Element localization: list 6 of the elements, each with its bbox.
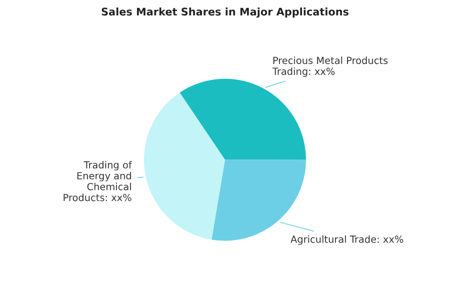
pie-slice — [180, 78, 306, 160]
slice-label: Precious Metal Products Trading: xx% — [272, 56, 388, 77]
slice-label: Trading of Energy and Chemical Products: xx% — [64, 161, 132, 202]
chart-title: Sales Market Shares in Major Applications — [102, 8, 348, 18]
pie-slice — [144, 92, 225, 240]
slice-label: Agricultural Trade: xx% — [290, 235, 404, 245]
